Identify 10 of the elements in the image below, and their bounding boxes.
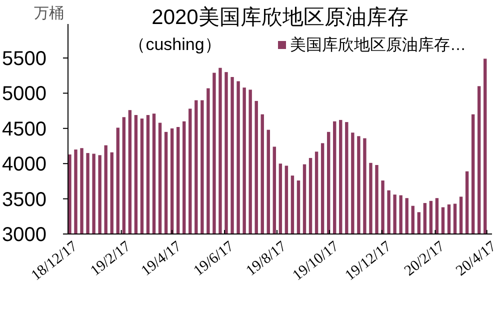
chart-subtitle: （cushing） [128,35,222,54]
y-tick-label: 3500 [2,188,46,211]
y-tick-label: 5500 [2,48,46,70]
y-tick-label: 3000 [2,224,46,246]
y-axis-title: 万桶 [34,5,64,22]
chart-title: 2020美国库欣地区原油库存 [152,6,408,29]
y-tick-label: 4000 [2,154,46,176]
y-tick-label: 5000 [2,83,46,106]
legend: 美国库欣地区原油库存… [278,37,466,54]
y-tick-label: 4500 [2,118,46,140]
